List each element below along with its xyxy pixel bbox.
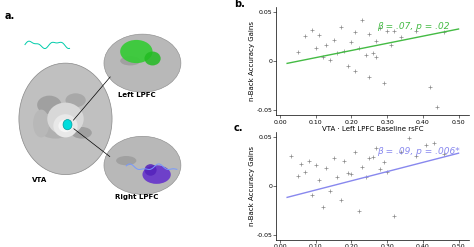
Point bbox=[376, 167, 384, 171]
Text: b.: b. bbox=[234, 0, 245, 9]
Point bbox=[423, 143, 430, 147]
Point bbox=[380, 160, 387, 164]
Point bbox=[333, 51, 341, 55]
Point bbox=[340, 49, 348, 53]
Circle shape bbox=[63, 120, 72, 130]
Point bbox=[387, 43, 394, 47]
Point bbox=[383, 29, 391, 33]
Point bbox=[319, 205, 327, 209]
Point bbox=[308, 193, 316, 197]
Point bbox=[330, 38, 337, 42]
Point bbox=[326, 188, 334, 192]
Point bbox=[412, 154, 419, 158]
Point bbox=[305, 159, 312, 163]
Point bbox=[344, 171, 352, 175]
Ellipse shape bbox=[120, 40, 153, 63]
Ellipse shape bbox=[104, 34, 181, 92]
Ellipse shape bbox=[120, 56, 140, 65]
Point bbox=[412, 29, 419, 33]
Point bbox=[301, 34, 309, 38]
Point bbox=[351, 69, 359, 73]
Ellipse shape bbox=[145, 52, 161, 65]
Point bbox=[316, 178, 323, 182]
Point bbox=[362, 53, 370, 57]
Point bbox=[362, 175, 370, 179]
Ellipse shape bbox=[58, 120, 73, 132]
Point bbox=[330, 156, 337, 160]
Point bbox=[351, 150, 359, 154]
Point bbox=[398, 150, 405, 154]
Y-axis label: n-Back Accuracy Gains: n-Back Accuracy Gains bbox=[249, 145, 255, 226]
Point bbox=[340, 159, 348, 163]
Point bbox=[323, 166, 330, 170]
Ellipse shape bbox=[104, 136, 181, 194]
Point bbox=[312, 46, 319, 50]
Point bbox=[347, 40, 355, 44]
Point bbox=[405, 137, 412, 141]
Point bbox=[333, 175, 341, 179]
Point bbox=[337, 25, 345, 29]
Point bbox=[287, 154, 294, 158]
Point bbox=[365, 156, 373, 160]
Ellipse shape bbox=[54, 114, 78, 137]
Ellipse shape bbox=[72, 127, 92, 139]
Point bbox=[369, 155, 377, 159]
Text: a.: a. bbox=[5, 11, 15, 21]
Point bbox=[358, 18, 366, 22]
Ellipse shape bbox=[65, 93, 86, 107]
Y-axis label: n-Back Accuracy Gains: n-Back Accuracy Gains bbox=[249, 21, 255, 102]
Text: β = .07, p = .02: β = .07, p = .02 bbox=[377, 22, 449, 31]
Text: Right LPFC: Right LPFC bbox=[115, 194, 158, 200]
Point bbox=[319, 56, 327, 60]
Point bbox=[294, 50, 301, 54]
Point bbox=[433, 104, 441, 108]
Point bbox=[301, 170, 309, 174]
Point bbox=[369, 51, 377, 55]
Point bbox=[440, 152, 448, 156]
Ellipse shape bbox=[142, 165, 171, 184]
Point bbox=[391, 29, 398, 33]
Point bbox=[365, 32, 373, 36]
Point bbox=[351, 30, 359, 34]
Point bbox=[326, 59, 334, 62]
Text: VTA: VTA bbox=[32, 177, 47, 183]
Point bbox=[355, 209, 362, 213]
Point bbox=[376, 26, 384, 30]
Ellipse shape bbox=[145, 164, 156, 176]
Point bbox=[312, 163, 319, 167]
Point bbox=[373, 56, 380, 60]
Ellipse shape bbox=[19, 63, 112, 175]
Point bbox=[358, 165, 366, 169]
Point bbox=[373, 39, 380, 43]
Text: Left LPFC: Left LPFC bbox=[118, 92, 155, 98]
Ellipse shape bbox=[40, 122, 71, 139]
Point bbox=[294, 174, 301, 178]
Ellipse shape bbox=[37, 96, 62, 114]
Point bbox=[440, 30, 448, 34]
Point bbox=[347, 172, 355, 176]
Point bbox=[323, 43, 330, 47]
Point bbox=[430, 141, 438, 145]
Point bbox=[391, 214, 398, 218]
Point bbox=[398, 35, 405, 39]
Ellipse shape bbox=[47, 103, 84, 135]
Point bbox=[308, 28, 316, 32]
Point bbox=[383, 170, 391, 174]
Point bbox=[365, 75, 373, 79]
Ellipse shape bbox=[116, 156, 137, 165]
Text: c.: c. bbox=[234, 123, 244, 133]
Point bbox=[344, 64, 352, 68]
Ellipse shape bbox=[33, 110, 49, 137]
Text: β = .09, p = .006*: β = .09, p = .006* bbox=[377, 146, 459, 156]
X-axis label: VTA · Left LPFC Baseline rsFC: VTA · Left LPFC Baseline rsFC bbox=[322, 126, 424, 132]
Point bbox=[316, 33, 323, 37]
Point bbox=[298, 162, 305, 166]
Point bbox=[426, 85, 434, 89]
Point bbox=[337, 198, 345, 202]
Point bbox=[355, 46, 362, 50]
Point bbox=[373, 146, 380, 150]
Point bbox=[380, 81, 387, 85]
